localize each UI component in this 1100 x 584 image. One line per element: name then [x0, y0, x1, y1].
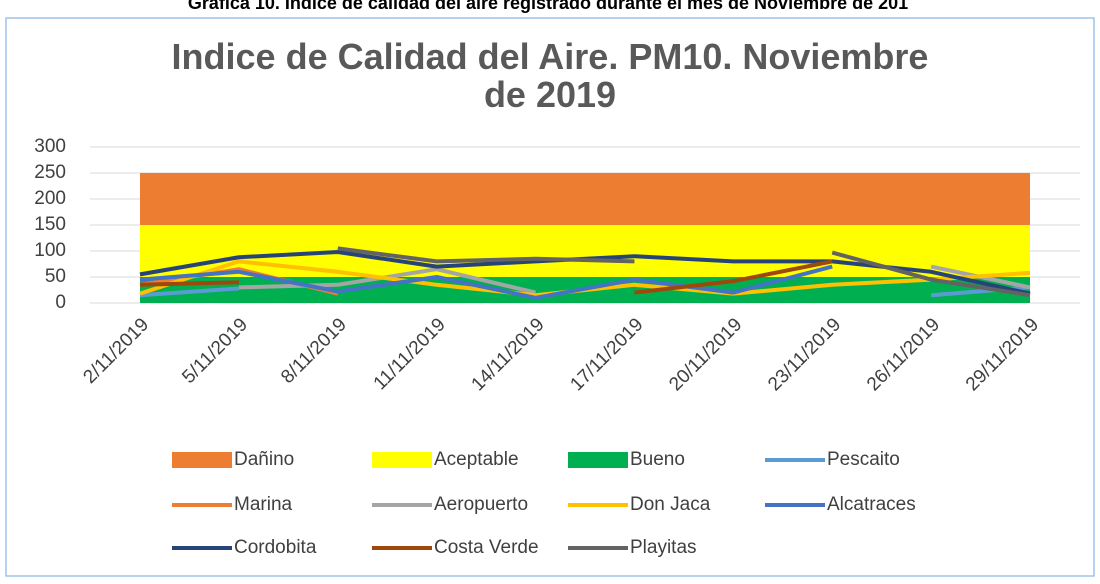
legend-swatch: [568, 452, 628, 468]
legend-label: Costa Verde: [434, 537, 539, 558]
y-tick-label: 150: [34, 214, 66, 235]
legend-label: Dañino: [234, 449, 294, 470]
chart-title: Indice de Calidad del Aire. PM10. Noviem…: [171, 38, 929, 115]
y-tick-label: 100: [34, 240, 66, 261]
y-tick-label: 250: [34, 162, 66, 183]
y-tick-label: 200: [34, 188, 66, 209]
line: [337, 246, 1031, 298]
line: [139, 264, 833, 300]
legend-swatch: [372, 452, 432, 468]
title-box: Indice de Calidad del Aire. PM10. Noviem…: [171, 38, 929, 115]
legend-label: Aceptable: [434, 449, 519, 470]
legend-label: Marina: [234, 494, 293, 515]
legend-label: Bueno: [630, 449, 685, 470]
area: [140, 225, 1030, 277]
legend-label: Cordobita: [234, 537, 317, 558]
caption: Gráfica 10. Índice de calidad del aire r…: [188, 0, 908, 13]
legend-label: Aeropuerto: [434, 494, 528, 515]
y-tick-label: 50: [45, 266, 66, 287]
legend-swatch: [172, 452, 232, 468]
y-tick-label: 0: [55, 292, 66, 313]
legend-label: Alcatraces: [827, 494, 916, 515]
legend-label: Playitas: [630, 537, 697, 558]
y-tick-label: 300: [34, 136, 66, 157]
legend-label: Don Jaca: [630, 494, 711, 515]
legend-label: Pescaito: [827, 449, 900, 470]
area: [140, 173, 1030, 225]
line: [139, 259, 833, 295]
